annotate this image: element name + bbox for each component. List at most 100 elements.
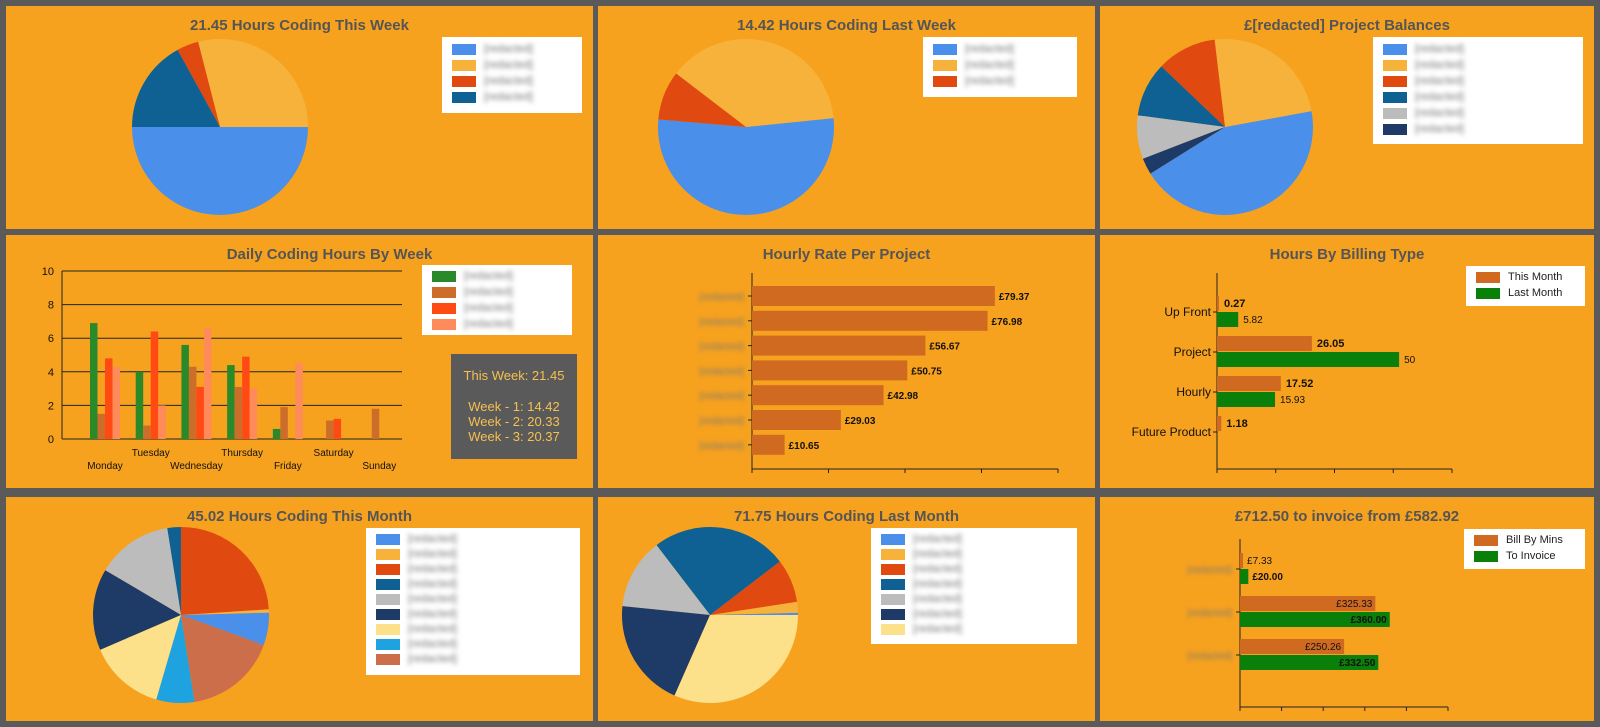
bar — [752, 410, 841, 430]
pie-chart-balances — [1137, 39, 1313, 215]
legend-label: [redacted] — [913, 608, 962, 620]
legend-swatch — [933, 76, 957, 87]
legend-label: [redacted] — [408, 593, 457, 605]
bar — [188, 366, 197, 439]
panel-title: Daily Coding Hours By Week — [226, 246, 433, 263]
panel-balances: £[redacted] Project Balances [redacted] … — [1100, 6, 1594, 229]
legend-swatch — [376, 534, 400, 545]
bar — [1217, 336, 1312, 351]
pie-slice — [181, 612, 269, 646]
legend-swatch — [432, 303, 456, 314]
legend-swatch — [376, 594, 400, 605]
bar — [272, 428, 281, 439]
panel-billing-type: Hours By Billing Type Up Front 0.27 5.82 Pr… — [1100, 235, 1594, 488]
legend-label: [redacted] — [464, 302, 513, 314]
legend-swatch — [1383, 108, 1407, 119]
legend-label: [redacted] — [484, 59, 533, 71]
legend-label: [redacted] — [1415, 59, 1464, 71]
value-label: 1.18 — [1226, 418, 1247, 430]
legend-swatch — [432, 287, 456, 298]
legend-swatch — [452, 44, 476, 55]
legend-label: [redacted] — [1415, 123, 1464, 135]
x-tick-label: Sunday — [362, 461, 396, 472]
legend-label: [redacted] — [913, 533, 962, 545]
legend-swatch — [1383, 44, 1407, 55]
category-label: [redacted] — [700, 342, 745, 353]
bar — [203, 328, 212, 439]
legend: This Month Last Month — [1466, 266, 1585, 306]
bar — [1217, 416, 1222, 431]
pie-slice — [132, 49, 220, 128]
pie-slice — [676, 39, 834, 127]
summary-this-week: This Week: 21.45 — [463, 368, 565, 383]
y-tick-label: 6 — [48, 333, 54, 345]
legend-label: [redacted] — [1415, 107, 1464, 119]
panel-title: £[redacted] Project Balances — [1244, 17, 1450, 34]
summary-week-1: Week - 1: 14.42 — [468, 399, 560, 414]
pie-chart-last-week — [658, 39, 834, 215]
legend-swatch — [1476, 288, 1500, 299]
legend-swatch — [1383, 92, 1407, 103]
legend-label: [redacted] — [1415, 43, 1464, 55]
legend-swatch — [933, 60, 957, 71]
legend: [redacted] [redacted] [redacted] [redact… — [871, 528, 1077, 644]
panel-daily: Daily Coding Hours By Week 0 2 4 6 8 10 Monday… — [6, 235, 593, 488]
value-label: 26.05 — [1317, 338, 1345, 350]
legend-label: [redacted] — [1415, 75, 1464, 87]
category-label: [redacted] — [1188, 651, 1233, 662]
bar — [1240, 612, 1390, 627]
legend-swatch — [376, 579, 400, 590]
legend-swatch — [1474, 535, 1498, 546]
summary-week-2: Week - 2: 20.33 — [468, 414, 560, 429]
x-tick-label: Tuesday — [132, 448, 170, 459]
bar — [90, 323, 98, 439]
legend-swatch — [432, 271, 456, 282]
bar — [280, 407, 288, 439]
legend-swatch — [881, 624, 905, 635]
legend-label: [redacted] — [1415, 91, 1464, 103]
legend-swatch — [933, 44, 957, 55]
category-label: [redacted] — [700, 366, 745, 377]
legend-label: [redacted] — [408, 653, 457, 665]
pie-slice — [656, 527, 780, 615]
legend-swatch — [452, 60, 476, 71]
bar — [752, 310, 988, 331]
pie-slice — [658, 73, 746, 127]
pie-chart-last-month — [622, 527, 798, 703]
panel-this-week: 21.45 Hours Coding This Week [redacted] … — [6, 6, 593, 229]
pie-slice — [710, 601, 798, 615]
legend-swatch — [376, 609, 400, 620]
bar — [112, 366, 120, 439]
legend: Bill By Mins To Invoice — [1464, 529, 1585, 569]
pie-slice — [1137, 115, 1225, 159]
legend-label: [redacted] — [913, 623, 962, 635]
legend-swatch — [376, 654, 400, 665]
bar — [1240, 553, 1244, 568]
legend-swatch — [881, 564, 905, 575]
legend-label: [redacted] — [408, 563, 457, 575]
bar — [181, 344, 189, 439]
category-label: Up Front — [1164, 305, 1211, 319]
legend-swatch — [376, 624, 400, 635]
legend-swatch — [1474, 551, 1498, 562]
value-label: £332.50 — [1339, 658, 1376, 669]
legend-swatch — [1383, 124, 1407, 135]
panel-invoice: £712.50 to invoice from £582.92 [redacte… — [1100, 497, 1594, 721]
pie-slice — [710, 561, 798, 615]
category-label: [redacted] — [700, 292, 745, 303]
legend-label: [redacted] — [408, 548, 457, 560]
bar — [97, 413, 105, 439]
panel-title: £712.50 to invoice from £582.92 — [1234, 508, 1460, 525]
bar — [1217, 312, 1239, 327]
panel-last-week: 14.42 Hours Coding Last Week [redacted] … — [598, 6, 1095, 229]
pie-chart-this-week — [132, 39, 308, 215]
legend: [redacted] [redacted] [redacted] [redact… — [366, 528, 580, 675]
category-label: [redacted] — [700, 391, 745, 402]
legend-label: [redacted] — [408, 623, 457, 635]
bar — [752, 335, 926, 356]
bar — [196, 386, 204, 439]
bar — [752, 286, 995, 306]
y-tick-label: 8 — [48, 300, 54, 312]
pie-slice — [100, 615, 181, 700]
panel-this-month: 45.02 Hours Coding This Month [redacted]… — [6, 497, 593, 721]
